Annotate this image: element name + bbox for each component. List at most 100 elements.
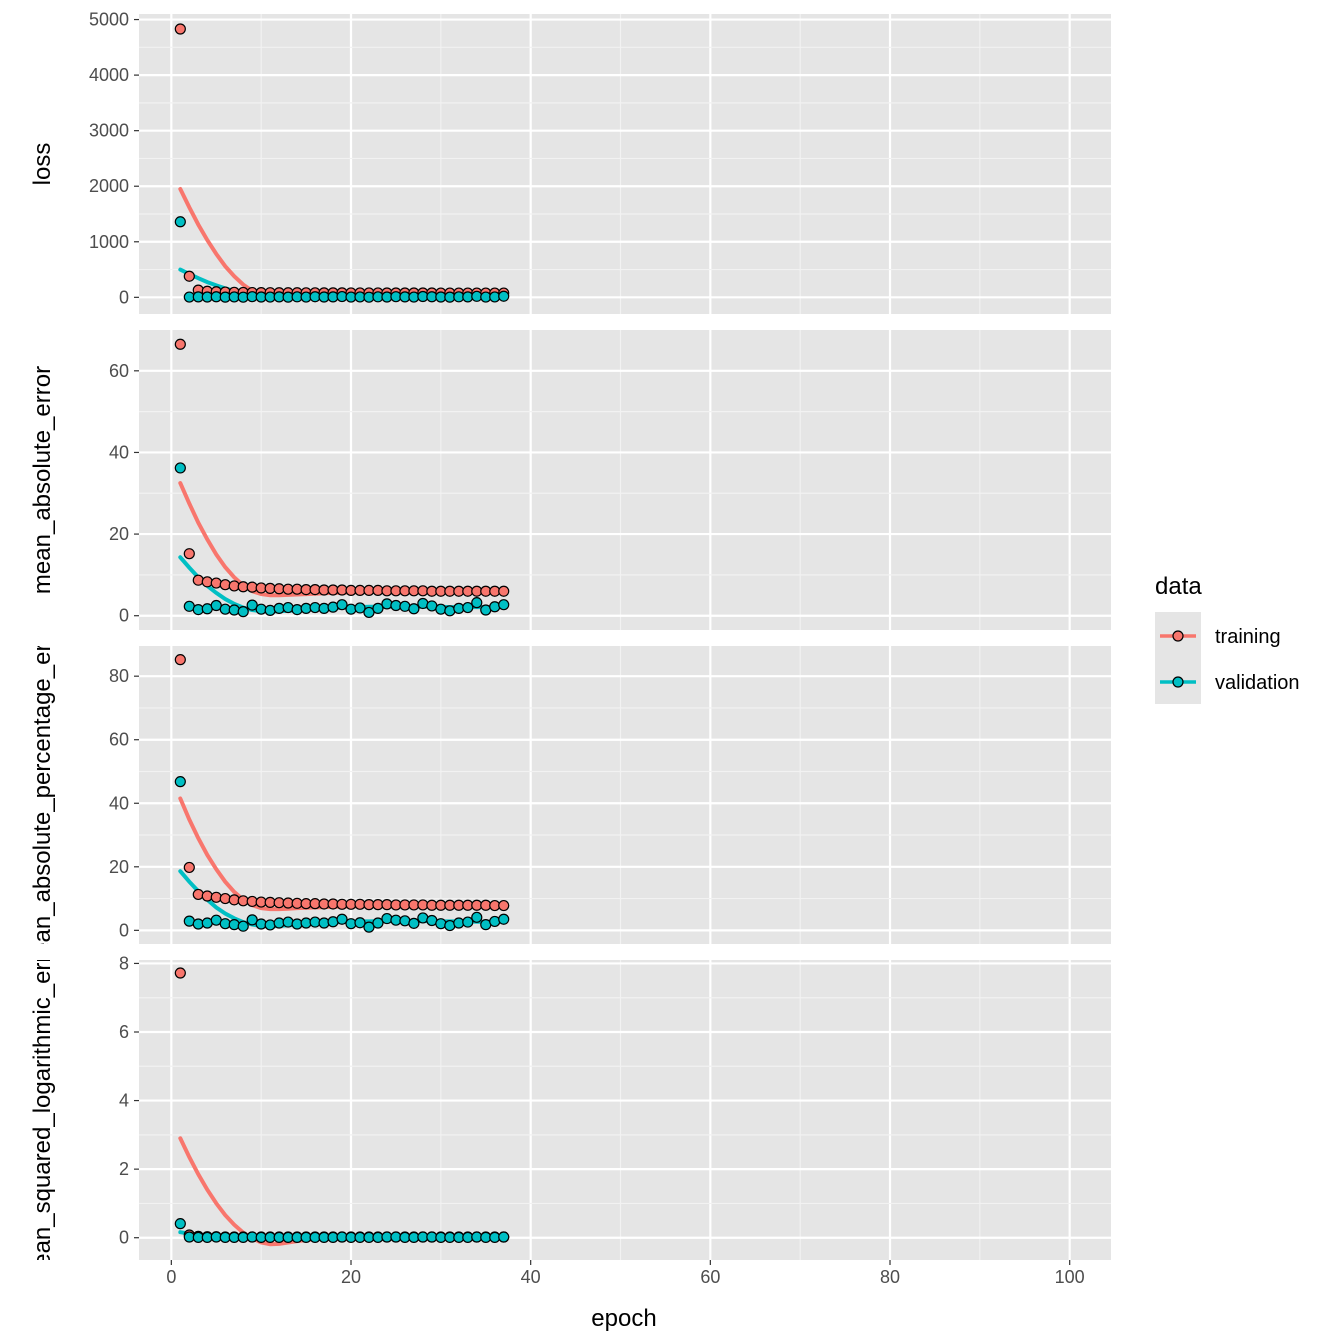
data-point-validation — [471, 911, 483, 923]
data-point-validation — [372, 602, 384, 614]
data-point-training — [183, 548, 195, 560]
data-point-training — [192, 574, 204, 586]
panel-background — [139, 960, 1111, 1260]
x-tick-label: 0 — [166, 1267, 176, 1287]
data-point-validation — [498, 290, 510, 302]
legend-key-training-point — [1172, 630, 1184, 642]
data-point-validation — [372, 917, 384, 929]
x-tick-label: 80 — [880, 1267, 900, 1287]
data-point-validation — [174, 1218, 186, 1230]
data-point-validation — [264, 604, 276, 617]
data-point-validation — [363, 606, 375, 619]
panel-mean-absolute-percentage-error: 0 20 40 60 80 mean_absolute_percentage_error — [29, 614, 1111, 976]
panel-background — [139, 330, 1111, 630]
y-tick-label: 2 — [119, 1159, 129, 1179]
x-tick-label: 40 — [521, 1267, 541, 1287]
panel-background — [139, 646, 1111, 944]
data-point-validation — [174, 216, 186, 228]
data-point-training — [210, 577, 222, 589]
data-point-training — [183, 270, 195, 282]
data-point-training — [219, 892, 231, 905]
data-point-validation — [462, 601, 474, 614]
y-tick-label: 2000 — [89, 176, 129, 196]
data-point-validation — [489, 915, 501, 928]
data-point-training — [201, 576, 213, 588]
data-point-validation — [381, 912, 393, 925]
legend-label-training: training — [1215, 626, 1281, 648]
data-point-training — [174, 23, 186, 35]
data-point-validation — [282, 601, 294, 614]
y-tick-label: 4000 — [89, 65, 129, 85]
y-axis-title: mean_absolute_error — [29, 366, 56, 594]
x-tick-label: 20 — [341, 1267, 361, 1287]
data-point-validation — [345, 603, 357, 615]
data-point-validation — [228, 919, 240, 931]
chart-panels: 010002000300040005000loss0204060mean_abs… — [29, 10, 1111, 1287]
data-point-training — [174, 654, 186, 666]
data-point-validation — [228, 604, 240, 616]
legend-background — [1155, 612, 1201, 704]
data-point-validation — [291, 603, 303, 616]
y-tick-label: 60 — [109, 730, 129, 750]
data-point-validation — [354, 602, 366, 614]
data-point-validation — [408, 603, 420, 615]
y-tick-label: 80 — [109, 666, 129, 686]
data-point-validation — [318, 917, 330, 929]
y-tick-label: 4 — [119, 1091, 129, 1111]
panel-mean-absolute-error: 0 20 40 60 mean_absolute_error — [29, 330, 1111, 630]
y-tick-label: 40 — [109, 793, 129, 813]
y-tick-label: 20 — [109, 857, 129, 877]
data-point-validation — [435, 918, 447, 930]
data-point-validation — [282, 916, 294, 928]
data-point-training — [210, 891, 222, 903]
y-axis-title: mean_squared_logarithmic_error — [29, 933, 56, 1287]
x-tick-label: 60 — [700, 1267, 720, 1287]
data-point-training — [174, 967, 186, 979]
data-point-training — [174, 338, 186, 350]
data-point-validation — [435, 603, 447, 615]
y-tick-label: 0 — [119, 287, 129, 307]
panel-mean-squared-logarithmic-error: 0 2 4 6 8 mean_squared_logarithmic_error — [29, 933, 1111, 1287]
data-point-validation — [264, 919, 276, 931]
panel-background — [139, 14, 1111, 314]
data-point-validation — [336, 913, 348, 925]
y-tick-label: 20 — [109, 524, 129, 544]
data-point-validation — [498, 599, 510, 611]
data-point-validation — [471, 597, 483, 609]
data-point-training — [183, 861, 195, 874]
legend-label-validation: validation — [1215, 672, 1300, 694]
data-point-validation — [408, 917, 420, 929]
y-axis-title: mean_absolute_percentage_error — [29, 614, 56, 976]
data-point-validation — [336, 599, 348, 611]
x-tick-label: 100 — [1055, 1267, 1085, 1287]
data-point-validation — [237, 606, 249, 618]
x-axis: 0 20 40 60 80 100 — [166, 1260, 1085, 1287]
data-point-training — [192, 888, 204, 901]
y-tick-label: 3000 — [89, 121, 129, 141]
y-tick-label: 40 — [109, 442, 129, 462]
data-point-validation — [318, 602, 330, 614]
y-tick-label: 6 — [119, 1022, 129, 1042]
data-point-training — [201, 890, 213, 902]
legend: data training validation — [1155, 573, 1300, 704]
y-tick-label: 0 — [119, 920, 129, 940]
y-tick-label: 0 — [119, 1228, 129, 1248]
x-axis-title: epoch — [591, 1305, 656, 1332]
data-point-validation — [237, 920, 249, 932]
legend-title: data — [1155, 573, 1202, 600]
y-axis-title: loss — [29, 143, 56, 186]
y-tick-label: 8 — [119, 953, 129, 973]
data-point-training — [498, 899, 510, 912]
y-tick-label: 1000 — [89, 232, 129, 252]
panel-loss: 0 1000 2000 3000 4000 5000 loss — [29, 10, 1111, 314]
data-point-validation — [354, 917, 366, 929]
data-point-validation — [174, 462, 186, 474]
data-point-training — [498, 585, 510, 597]
data-point-validation — [246, 599, 258, 611]
data-point-training — [219, 579, 231, 591]
y-tick-label: 60 — [109, 361, 129, 381]
data-point-validation — [363, 921, 375, 933]
data-point-validation — [381, 598, 393, 610]
y-tick-label: 0 — [119, 606, 129, 626]
